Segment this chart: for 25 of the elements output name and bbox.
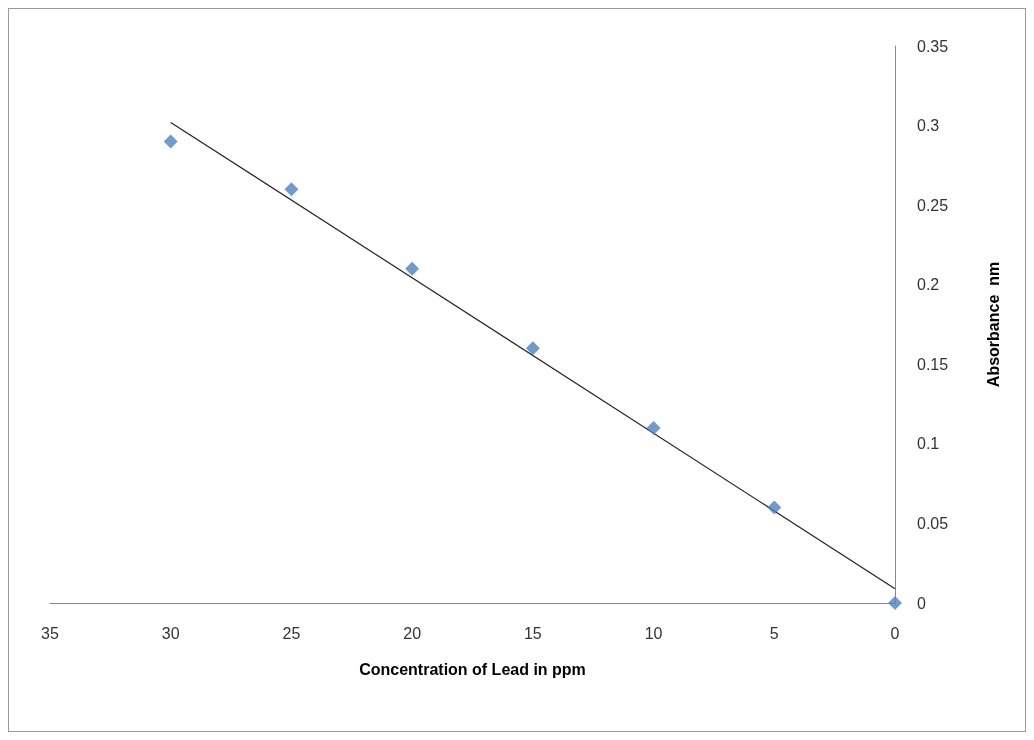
point bbox=[284, 182, 299, 197]
point bbox=[646, 420, 661, 435]
point bbox=[767, 500, 782, 515]
x-tick-label: 35 bbox=[41, 624, 59, 642]
y-axis-title: Absorbance nm bbox=[984, 261, 1002, 388]
point bbox=[888, 596, 902, 610]
y-tick-label: 0.25 bbox=[917, 196, 949, 214]
x-axis-title: Concentration of Lead in ppm bbox=[359, 660, 586, 678]
y-tick-label: 0.35 bbox=[917, 37, 949, 55]
x-tick-label: 0 bbox=[890, 624, 900, 642]
point bbox=[525, 341, 540, 356]
x-tick-label: 25 bbox=[282, 624, 301, 642]
y-tick-label: 0.2 bbox=[917, 276, 940, 294]
y-tick-label: 0.05 bbox=[917, 514, 949, 532]
y-tick-label: 0 bbox=[917, 594, 926, 612]
y-tick-label: 0.1 bbox=[917, 435, 940, 453]
point bbox=[163, 134, 178, 149]
x-tick-label: 20 bbox=[403, 624, 422, 642]
x-tick-label: 5 bbox=[769, 624, 779, 642]
y-tick-label: 0.15 bbox=[917, 355, 949, 373]
x-tick-label: 15 bbox=[523, 624, 542, 642]
x-tick-label: 10 bbox=[644, 624, 663, 642]
x-tick-label: 30 bbox=[161, 624, 180, 642]
point bbox=[405, 261, 420, 276]
y-tick-label: 0.3 bbox=[917, 117, 940, 135]
